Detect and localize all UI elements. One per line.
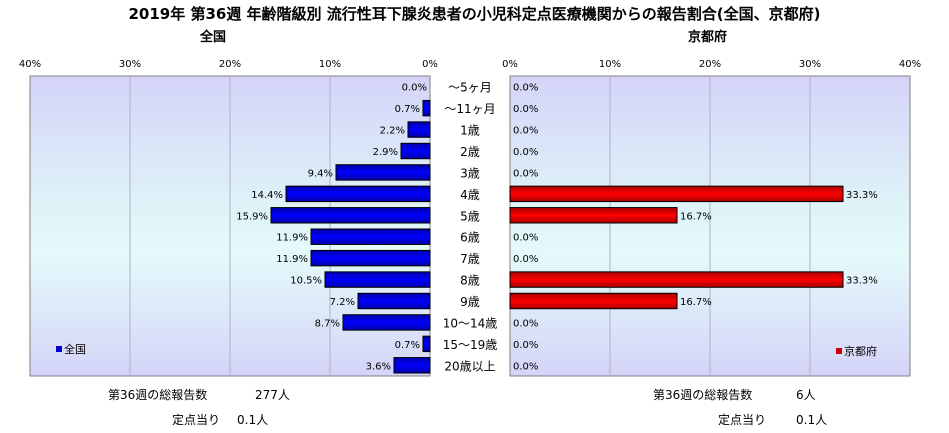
- legend-kyoto: 京都府: [836, 344, 877, 358]
- age-category-label: 5歳: [460, 209, 480, 223]
- right-tick-label: 40%: [899, 59, 921, 70]
- national-bar: [310, 249, 431, 267]
- right-tick-label: 0%: [502, 59, 518, 70]
- right-tick-label: 10%: [599, 59, 621, 70]
- kyoto-data-label: 0.0%: [513, 361, 538, 372]
- national-data-label: 15.9%: [236, 211, 268, 222]
- national-data-label: 0.7%: [395, 104, 420, 115]
- kyoto-bar: [509, 292, 678, 310]
- kyoto-bar: [509, 185, 844, 203]
- national-data-label: 7.2%: [330, 297, 355, 308]
- kyoto-data-label: 0.0%: [513, 126, 538, 137]
- kyoto-data-label: 0.0%: [513, 254, 538, 265]
- age-category-label: ～11ヶ月: [444, 102, 495, 116]
- national-data-label: 14.4%: [251, 190, 283, 201]
- national-data-label: 0.0%: [402, 83, 427, 94]
- kyoto-bar: [509, 207, 678, 224]
- age-category-label: ～5ヶ月: [448, 81, 492, 95]
- kyoto-data-label: 16.7%: [680, 211, 712, 222]
- age-category-label: 9歳: [460, 295, 480, 309]
- kyoto-data-label: 0.0%: [513, 340, 538, 351]
- national-data-label: 11.9%: [276, 233, 308, 244]
- left-tick-label: 10%: [319, 59, 341, 70]
- kyoto-bar: [509, 271, 844, 288]
- legend-national-swatch: [56, 346, 62, 352]
- national-data-label: 11.9%: [276, 254, 308, 265]
- left-tick-label: 30%: [119, 59, 141, 70]
- left-tick-label: 20%: [219, 59, 241, 70]
- kyoto-data-label: 0.0%: [513, 104, 538, 115]
- kyoto-data-label: 0.0%: [513, 168, 538, 179]
- right-per-value: 0.1人: [796, 413, 827, 427]
- right-total-label: 第36週の総報告数: [653, 387, 752, 402]
- age-category-label: 7歳: [460, 252, 480, 266]
- national-data-label: 8.7%: [315, 318, 340, 329]
- national-bar: [400, 142, 431, 160]
- right-panel-heading: 京都府: [688, 30, 728, 45]
- legend-national-label: 全国: [64, 342, 86, 356]
- left-tick-label: 0%: [422, 59, 438, 70]
- legend-kyoto-label: 京都府: [844, 344, 877, 358]
- kyoto-data-label: 0.0%: [513, 147, 538, 158]
- kyoto-data-label: 33.3%: [846, 276, 878, 287]
- national-bar: [357, 292, 431, 310]
- age-category-label: 2歳: [460, 145, 480, 159]
- right-per-label: 定点当り: [718, 412, 766, 427]
- kyoto-data-label: 0.0%: [513, 233, 538, 244]
- national-data-label: 9.4%: [308, 168, 333, 179]
- left-total-label: 第36週の総報告数: [108, 387, 207, 402]
- left-per-label: 定点当り: [172, 412, 220, 427]
- age-category-label: 6歳: [460, 231, 480, 245]
- age-category-label: 4歳: [460, 188, 480, 202]
- national-bar: [335, 164, 431, 181]
- kyoto-data-label: 0.0%: [513, 83, 538, 94]
- national-bar: [422, 99, 431, 117]
- kyoto-data-label: 16.7%: [680, 297, 712, 308]
- kyoto-data-label: 0.0%: [513, 318, 538, 329]
- national-bar: [285, 185, 431, 203]
- age-category-label: 20歳以上: [444, 359, 495, 373]
- left-per-value: 0.1人: [237, 413, 268, 427]
- national-bar: [342, 314, 431, 331]
- age-category-label: 3歳: [460, 166, 480, 180]
- right-tick-label: 30%: [799, 59, 821, 70]
- right-total-value: 6人: [796, 388, 816, 402]
- national-bar: [407, 121, 431, 138]
- legend-national: 全国: [56, 342, 86, 356]
- age-category-label: 15～19歳: [443, 338, 498, 352]
- left-total-value: 277人: [255, 388, 290, 402]
- national-bar: [393, 357, 431, 374]
- age-category-label: 1歳: [460, 124, 480, 138]
- national-data-label: 10.5%: [290, 276, 322, 287]
- national-bar: [422, 335, 431, 353]
- legend-kyoto-swatch: [836, 348, 842, 354]
- national-bar: [310, 228, 431, 245]
- national-data-label: 3.6%: [366, 361, 391, 372]
- chart-title: 2019年 第36週 年齢階級別 流行性耳下腺炎患者の小児科定点医療機関からの報…: [128, 5, 821, 23]
- national-data-label: 2.9%: [373, 147, 398, 158]
- national-data-label: 2.2%: [380, 126, 405, 137]
- age-category-label: 8歳: [460, 274, 480, 288]
- national-bar: [270, 207, 431, 224]
- left-tick-label: 40%: [19, 59, 41, 70]
- national-data-label: 0.7%: [395, 340, 420, 351]
- right-tick-label: 20%: [699, 59, 721, 70]
- left-panel-heading: 全国: [200, 30, 227, 45]
- age-category-label: 10～14歳: [443, 316, 498, 330]
- kyoto-data-label: 33.3%: [846, 190, 878, 201]
- national-bar: [324, 271, 431, 288]
